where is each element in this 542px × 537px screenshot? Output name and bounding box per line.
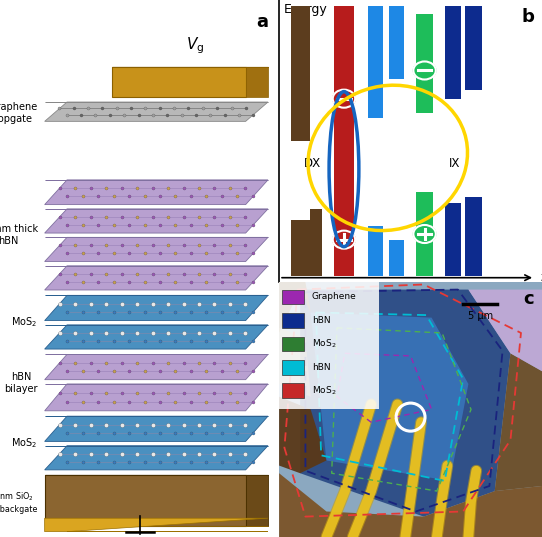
Text: 5 μm: 5 μm xyxy=(468,311,493,321)
Bar xyxy=(334,6,353,276)
Text: MoS$_2$: MoS$_2$ xyxy=(312,384,337,397)
Bar xyxy=(282,313,304,328)
Bar xyxy=(445,203,461,276)
Polygon shape xyxy=(311,313,468,481)
Text: DX: DX xyxy=(304,157,321,170)
Polygon shape xyxy=(495,353,542,491)
Bar xyxy=(291,220,310,276)
Polygon shape xyxy=(44,354,268,380)
Polygon shape xyxy=(44,446,268,470)
Bar xyxy=(310,209,322,276)
Polygon shape xyxy=(279,328,311,397)
Text: c: c xyxy=(524,289,534,308)
Text: MoS$_2$: MoS$_2$ xyxy=(11,315,38,329)
Polygon shape xyxy=(44,209,268,233)
Bar xyxy=(465,5,482,90)
Bar xyxy=(389,240,404,276)
Bar xyxy=(282,337,304,351)
Polygon shape xyxy=(44,384,268,411)
Text: z: z xyxy=(540,271,542,284)
Circle shape xyxy=(414,61,436,79)
Bar xyxy=(291,6,310,141)
Polygon shape xyxy=(246,67,268,97)
Polygon shape xyxy=(44,266,268,290)
Text: 70 nm SiO$_2$
n-Si backgate: 70 nm SiO$_2$ n-Si backgate xyxy=(0,491,38,513)
Text: IX: IX xyxy=(449,157,460,170)
Bar xyxy=(282,360,304,375)
Polygon shape xyxy=(300,289,511,517)
Polygon shape xyxy=(468,289,542,371)
Polygon shape xyxy=(44,237,268,262)
Polygon shape xyxy=(279,282,311,333)
Bar xyxy=(416,14,434,113)
Polygon shape xyxy=(44,416,268,441)
Bar xyxy=(367,6,383,119)
Text: 30 nm thick
hBN: 30 nm thick hBN xyxy=(0,224,38,246)
Polygon shape xyxy=(279,473,542,537)
Polygon shape xyxy=(246,475,268,526)
Bar xyxy=(282,289,304,304)
Circle shape xyxy=(333,230,355,249)
Text: MoS$_2$: MoS$_2$ xyxy=(11,436,38,450)
Text: a: a xyxy=(256,13,268,32)
Text: b: b xyxy=(521,9,534,26)
Circle shape xyxy=(414,225,436,243)
Polygon shape xyxy=(44,180,268,205)
Polygon shape xyxy=(44,295,268,321)
Text: Graphene: Graphene xyxy=(312,293,357,301)
Bar xyxy=(445,6,461,99)
Circle shape xyxy=(333,90,355,108)
Polygon shape xyxy=(44,475,246,526)
Polygon shape xyxy=(279,397,326,473)
Bar xyxy=(416,192,434,276)
Text: hBN: hBN xyxy=(312,316,331,325)
Polygon shape xyxy=(44,102,268,121)
Polygon shape xyxy=(44,325,268,349)
Text: Energy: Energy xyxy=(283,3,327,16)
Polygon shape xyxy=(112,67,246,97)
Text: hBN
bilayer: hBN bilayer xyxy=(4,372,38,394)
Bar xyxy=(279,277,379,409)
Text: Graphene
topgate: Graphene topgate xyxy=(0,102,38,124)
Text: hBN: hBN xyxy=(312,363,331,372)
Polygon shape xyxy=(44,518,268,532)
Bar xyxy=(465,197,482,276)
Bar xyxy=(282,383,304,398)
Bar xyxy=(367,226,383,276)
Bar xyxy=(389,6,404,79)
Text: $V_{\mathrm{g}}$: $V_{\mathrm{g}}$ xyxy=(186,36,204,56)
Text: MoS$_2$: MoS$_2$ xyxy=(312,338,337,350)
